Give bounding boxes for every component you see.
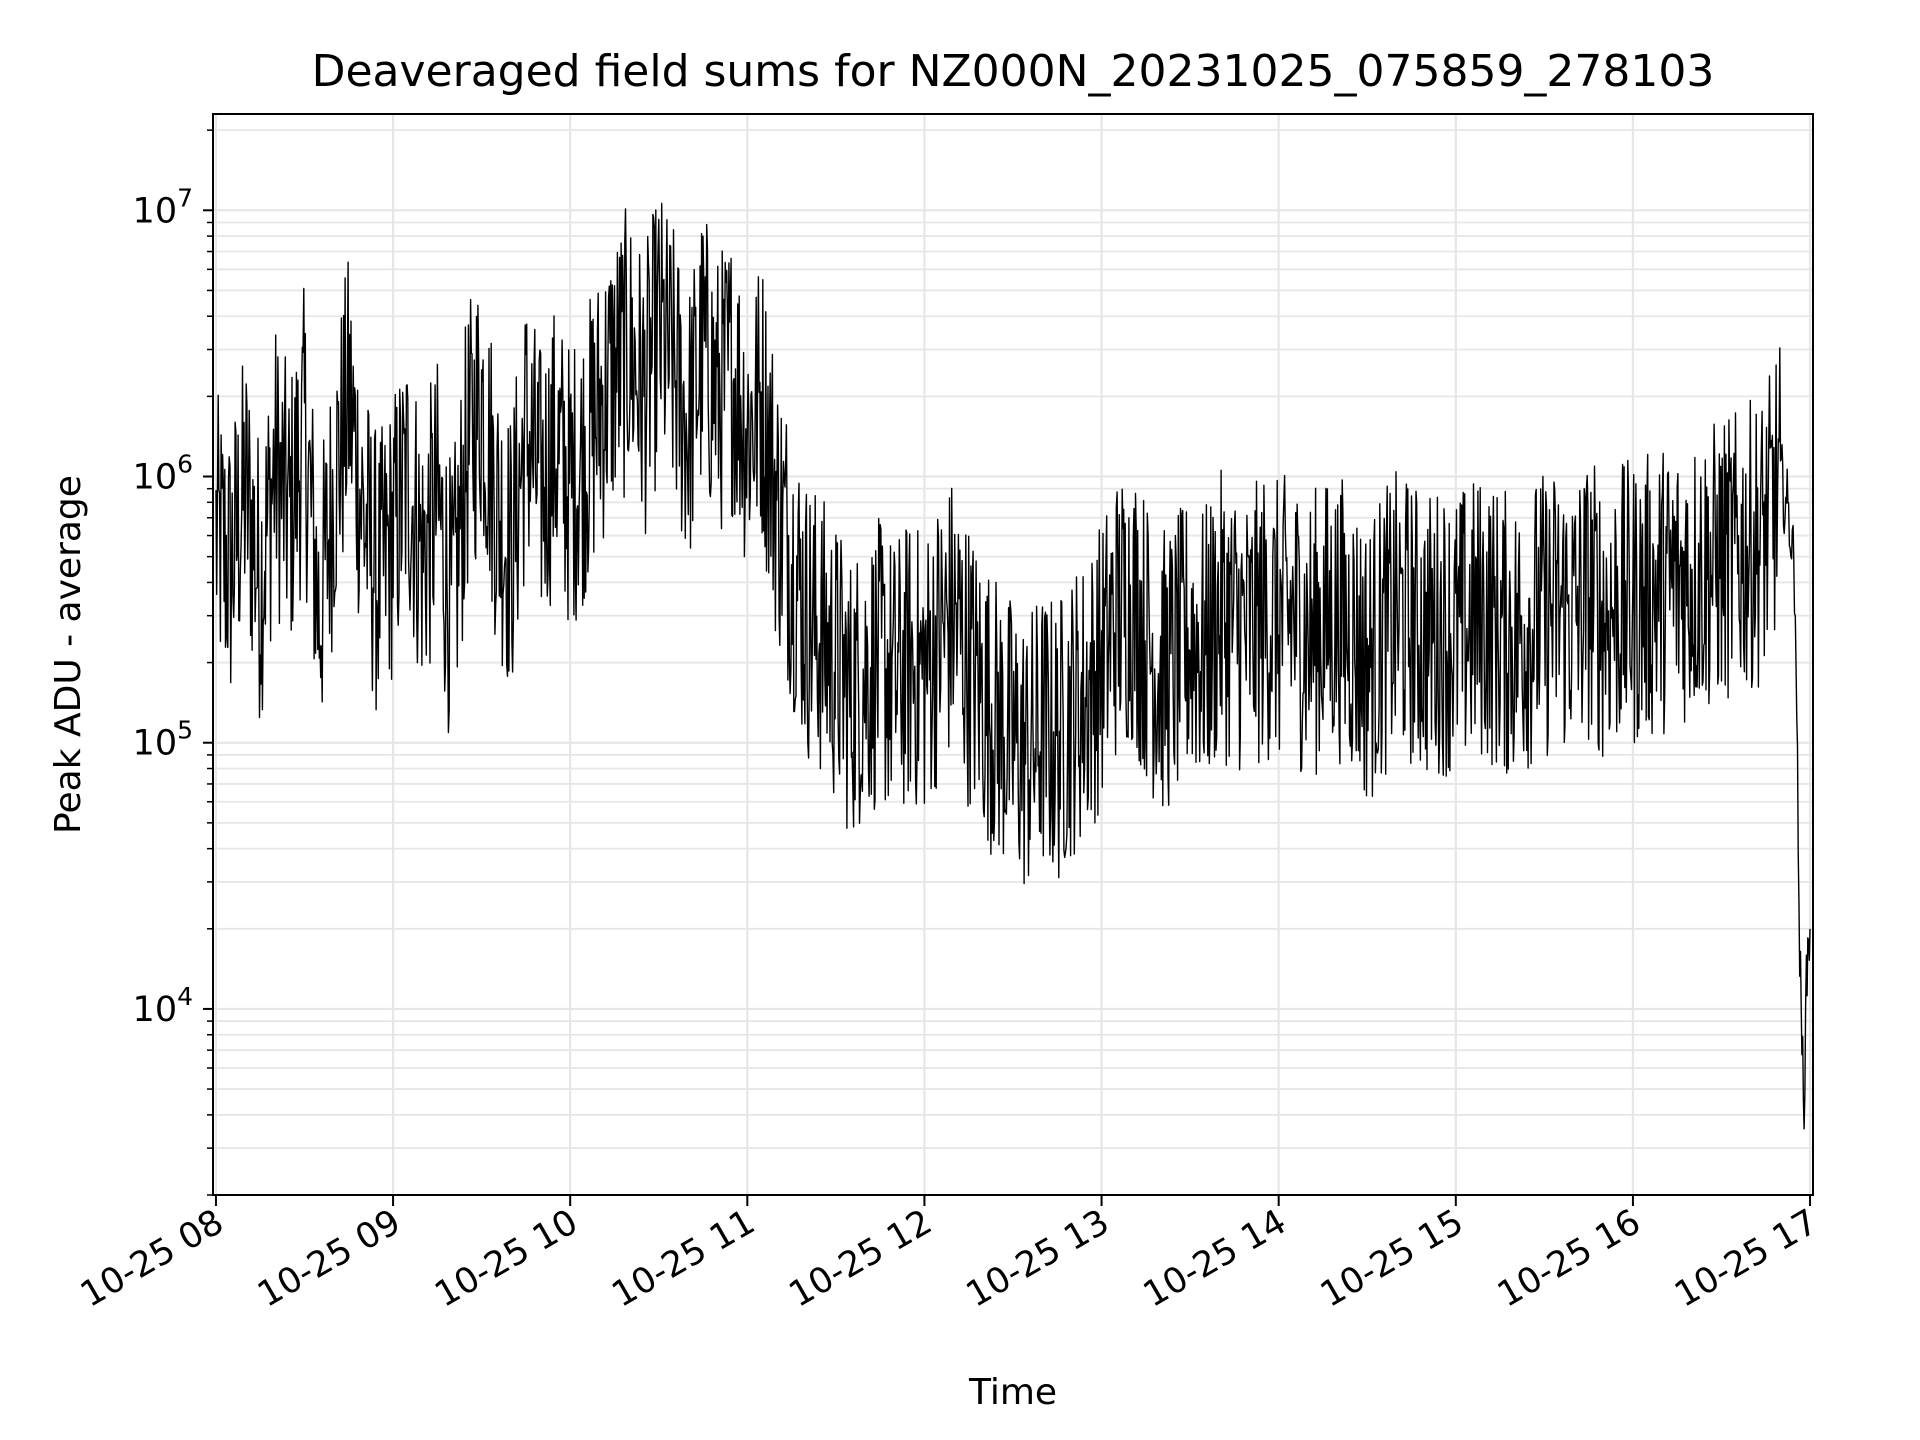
y-tick-base: 10 xyxy=(133,191,178,231)
chart-title: Deaveraged field sums for NZ000N_2023102… xyxy=(312,46,1715,97)
plot-frame xyxy=(212,113,1814,1196)
y-tick-label: 105 xyxy=(133,716,193,764)
x-tick-label: 10-25 09 xyxy=(251,1202,407,1315)
y-tick-exponent: 7 xyxy=(177,183,193,212)
x-tick-label: 10-25 11 xyxy=(606,1202,762,1315)
x-tick-label: 10-25 12 xyxy=(783,1202,939,1315)
y-tick-base: 10 xyxy=(133,458,178,498)
x-tick-label: 10-25 16 xyxy=(1491,1202,1647,1315)
y-tick-exponent: 4 xyxy=(177,982,193,1011)
y-tick-exponent: 6 xyxy=(177,450,193,479)
x-tick-label: 10-25 10 xyxy=(428,1202,584,1315)
y-tick-label: 107 xyxy=(133,183,193,231)
x-tick-label: 10-25 17 xyxy=(1668,1202,1824,1315)
x-axis-title: Time xyxy=(968,1372,1057,1413)
y-tick-label: 106 xyxy=(133,450,193,498)
y-axis-title: Peak ADU - average xyxy=(48,475,89,834)
x-tick-label: 10-25 08 xyxy=(74,1202,230,1315)
series-line xyxy=(215,202,1811,1130)
grid xyxy=(213,114,1813,1196)
y-tick-base: 10 xyxy=(133,724,178,764)
x-tick-label: 10-25 15 xyxy=(1314,1202,1470,1315)
y-tick-base: 10 xyxy=(133,990,178,1030)
y-tick-exponent: 5 xyxy=(177,716,193,745)
x-tick-label: 10-25 13 xyxy=(960,1202,1116,1315)
x-axis: 10-25 08 10-25 09 10-25 10 10-25 11 10-25 12… xyxy=(74,1195,1825,1315)
x-tick-label: 10-25 14 xyxy=(1137,1202,1293,1315)
y-tick-label: 104 xyxy=(133,982,193,1030)
